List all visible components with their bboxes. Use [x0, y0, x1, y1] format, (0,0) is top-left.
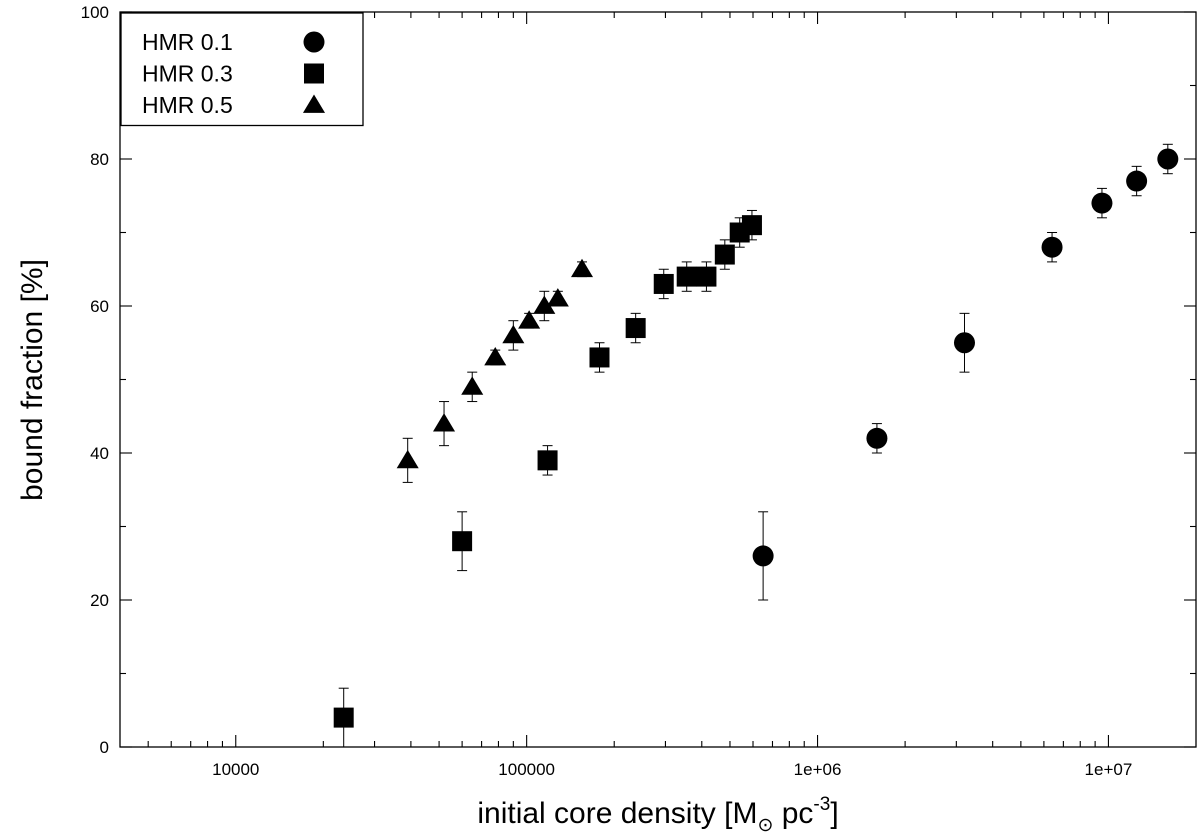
legend-marker-square [304, 63, 324, 84]
y-tick-label-4: 80 [90, 150, 109, 169]
data-point-triangle-0 [396, 449, 419, 469]
x-axis-label-superscript: -3 [813, 794, 830, 815]
legend-label-0: HMR 0.1 [142, 29, 233, 55]
x-axis-label-middle: pc [773, 797, 813, 830]
data-point-square-0 [333, 707, 354, 728]
data-point-triangle-8 [570, 258, 594, 278]
y-axis-label: bound fraction [%] [16, 259, 49, 501]
data-point-triangle-4 [502, 324, 525, 344]
data-point-circle-5 [1126, 170, 1148, 192]
data-point-circle-2 [953, 332, 975, 354]
data-point-triangle-1 [433, 413, 456, 432]
data-point-square-6 [676, 266, 697, 287]
data-point-triangle-7 [546, 288, 569, 307]
data-point-square-1 [452, 531, 473, 552]
y-tick-label-1: 20 [90, 591, 109, 610]
x-axis-label: initial core density [M⊙ pc-3] [477, 794, 838, 835]
x-tick-label-0: 10000 [212, 760, 259, 779]
data-point-square-3 [589, 347, 610, 368]
data-point-circle-1 [866, 427, 888, 449]
legend-label-2: HMR 0.5 [142, 92, 233, 118]
data-point-circle-6 [1157, 148, 1179, 170]
y-tick-label-3: 60 [90, 297, 109, 316]
data-point-triangle-3 [484, 346, 507, 366]
data-point-circle-3 [1041, 236, 1063, 258]
legend-label-1: HMR 0.3 [142, 61, 233, 87]
data-point-circle-0 [752, 545, 774, 567]
data-point-square-4 [625, 318, 646, 339]
data-point-triangle-6 [533, 295, 556, 314]
legend-marker-circle [303, 31, 325, 53]
data-point-triangle-2 [461, 376, 484, 395]
data-point-square-7 [696, 266, 717, 287]
data-point-square-2 [537, 450, 558, 471]
data-point-circle-4 [1091, 192, 1113, 214]
x-tick-label-3: 1e+07 [1085, 760, 1133, 779]
data-point-triangle-5 [518, 310, 541, 329]
x-axis-label-subscript: ⊙ [757, 815, 773, 835]
x-tick-label-1: 100000 [498, 760, 555, 779]
y-axis-label-group: bound fraction [%] [16, 259, 49, 501]
y-tick-label-5: 100 [81, 3, 109, 22]
y-tick-label-2: 40 [90, 444, 109, 463]
legend: HMR 0.1 HMR 0.3 HMR 0.5 [120, 12, 364, 127]
plot-area: 0 20 40 60 80 100 10000 100000 1e+06 1e+07 [81, 3, 1197, 779]
x-tick-label-2: 1e+06 [794, 760, 842, 779]
data-point-square-8 [714, 244, 735, 265]
x-axis-label-suffix: ] [830, 797, 838, 830]
data-point-square-10 [741, 215, 762, 236]
legend-marker-triangle [302, 94, 326, 113]
data-point-square-5 [653, 273, 674, 294]
y-tick-label-0: 0 [100, 738, 109, 757]
x-axis-label-prefix: initial core density [M [477, 797, 757, 830]
